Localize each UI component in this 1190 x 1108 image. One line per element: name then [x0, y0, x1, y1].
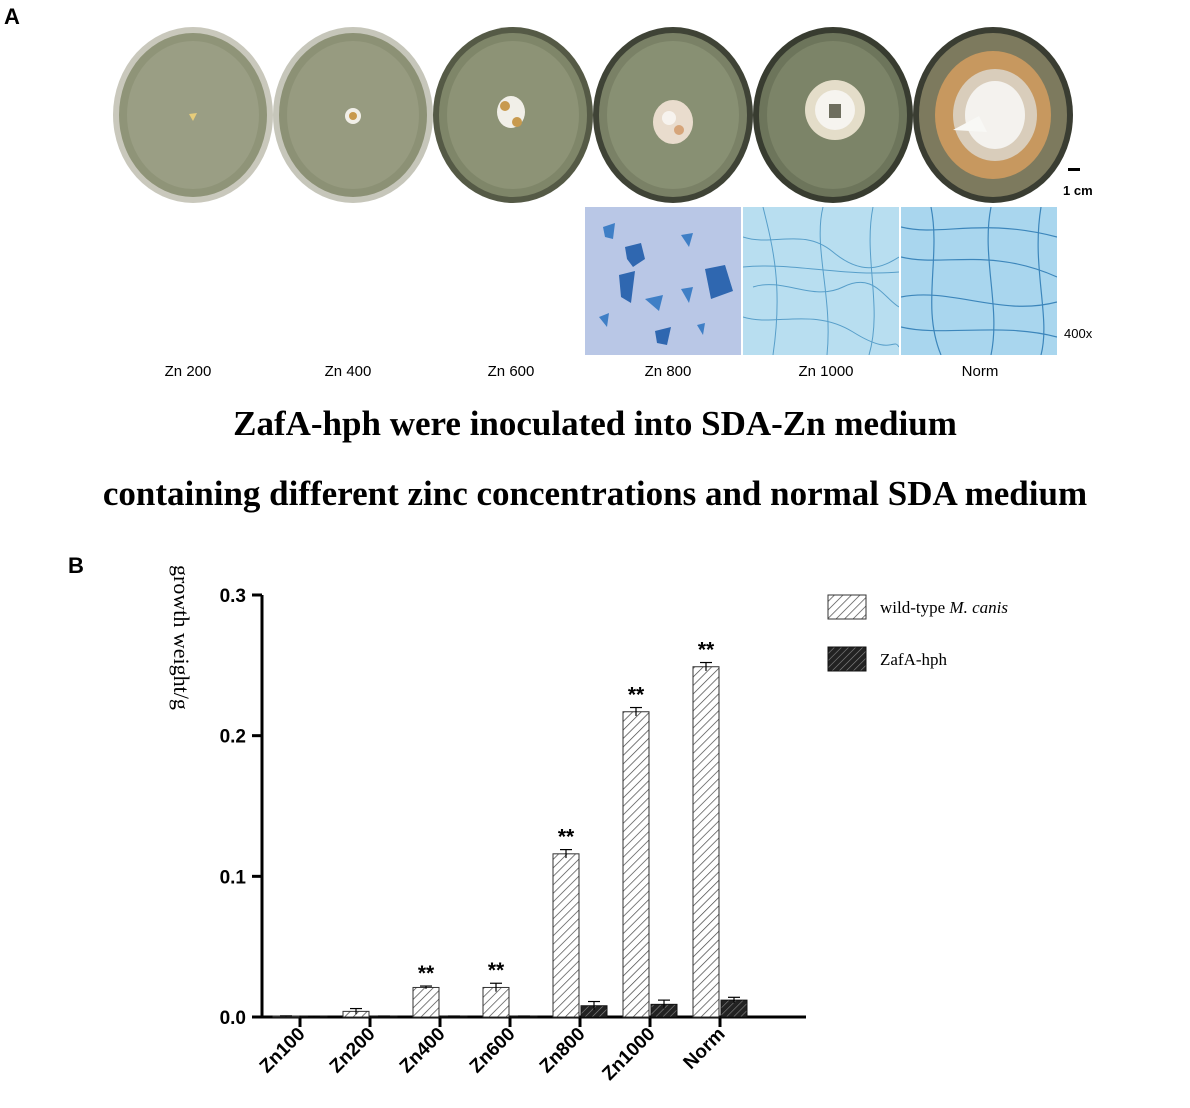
x-tick-label: Zn100 — [256, 1024, 310, 1078]
significance-marker: ** — [698, 639, 715, 662]
plate-zn200 — [109, 20, 277, 210]
bars: ** ** ** ** ** — [272, 639, 748, 1018]
legend-label-wild-type: wild-type M. canis — [880, 598, 1008, 617]
x-tick-label: Zn1000 — [598, 1024, 659, 1085]
plate-zn400 — [269, 20, 437, 210]
bar — [552, 853, 580, 1018]
legend-swatch-zafa-hph — [827, 646, 867, 672]
legend-label-zafa-hph: ZafA-hph — [880, 650, 948, 669]
bar — [482, 986, 510, 1018]
plate-label-zn200: Zn 200 — [164, 363, 212, 380]
micrograph-zn1000 — [743, 207, 899, 355]
x-tick-label: Zn400 — [396, 1024, 450, 1078]
y-tick-label: 0.2 — [220, 727, 246, 748]
x-tick-label: Zn800 — [536, 1024, 590, 1078]
plate-label-zn1000: Zn 1000 — [798, 363, 854, 380]
significance-marker: ** — [488, 959, 505, 982]
plate-label-zn800: Zn 800 — [644, 363, 692, 380]
x-tick-label: Zn600 — [466, 1024, 520, 1078]
micrograph-zn800 — [585, 207, 741, 355]
legend-label-wild-type-species: M. canis — [948, 598, 1008, 617]
bar-chart: ** ** ** ** ** 0.0 0.1 0.2 0.3 Zn100 Zn200 Zn400 Zn… — [169, 565, 1008, 1085]
plate-zn800 — [589, 20, 757, 210]
significance-marker: ** — [628, 684, 645, 707]
scale-bar — [1068, 168, 1080, 171]
bar — [692, 666, 720, 1018]
y-axis-title: growth weight/g — [169, 565, 194, 710]
x-tick-label: Norm — [680, 1024, 730, 1074]
legend-swatch-wild-type — [827, 594, 867, 620]
plate-label-zn400: Zn 400 — [324, 363, 372, 380]
caption-line-1: ZafA-hph were inoculated into SDA-Zn med… — [233, 404, 957, 443]
plate-label-norm: Norm — [961, 363, 999, 380]
plate-label-zn600: Zn 600 — [487, 363, 535, 380]
plate-zn1000 — [749, 20, 917, 210]
significance-marker: ** — [558, 826, 575, 849]
magnification-label: 400x — [1064, 326, 1093, 341]
scale-bar-label: 1 cm — [1063, 183, 1093, 198]
significance-marker: ** — [418, 962, 435, 985]
micrograph-norm — [901, 207, 1057, 355]
y-tick-label: 0.0 — [220, 1008, 246, 1029]
y-tick-label: 0.3 — [220, 586, 246, 607]
plate-zn600 — [429, 20, 597, 210]
panel-a-letter: A — [4, 4, 20, 29]
legend-label-wild-type-prefix: wild-type — [880, 598, 949, 617]
bar — [622, 711, 650, 1018]
panel-b-letter: B — [68, 553, 84, 578]
petri-plates-row — [105, 20, 1073, 210]
legend: wild-type M. canis ZafA-hph — [827, 594, 1008, 672]
axes — [252, 593, 806, 1027]
bar — [412, 986, 440, 1018]
caption-line-2: containing different zinc concentrations… — [102, 474, 1088, 513]
y-tick-label: 0.1 — [220, 867, 247, 888]
x-tick-label: Zn200 — [326, 1024, 380, 1078]
plate-norm — [909, 20, 1077, 210]
